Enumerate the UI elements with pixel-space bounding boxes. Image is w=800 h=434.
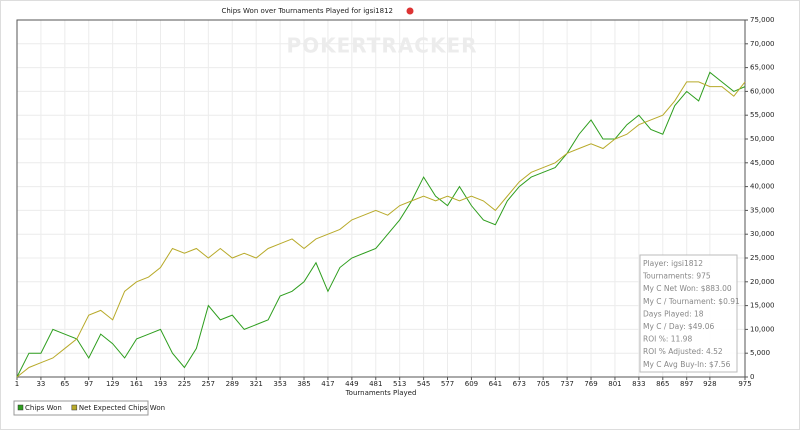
x-tick-label: 33 bbox=[36, 380, 45, 388]
x-tick-label: 928 bbox=[703, 380, 716, 388]
x-tick-label: 769 bbox=[584, 380, 597, 388]
y-tick-label: 25,000 bbox=[750, 254, 775, 262]
y-tick-label: 30,000 bbox=[750, 230, 775, 238]
x-tick-label: 97 bbox=[84, 380, 93, 388]
x-tick-label: 417 bbox=[321, 380, 334, 388]
x-tick-label: 513 bbox=[393, 380, 406, 388]
x-axis-label: Tournaments Played bbox=[345, 389, 417, 397]
x-tick-label: 129 bbox=[106, 380, 119, 388]
plot-border bbox=[16, 19, 746, 378]
x-tick-label: 609 bbox=[465, 380, 478, 388]
x-tick-label: 545 bbox=[417, 380, 430, 388]
x-tick-label: 193 bbox=[154, 380, 167, 388]
legend-label: Net Expected Chips Won bbox=[79, 404, 165, 412]
x-tick-label: 353 bbox=[273, 380, 286, 388]
stats-line: ROI % Adjusted: 4.52 bbox=[643, 347, 723, 356]
stats-box bbox=[639, 254, 738, 373]
y-tick-label: 50,000 bbox=[750, 135, 775, 143]
series-line bbox=[16, 81, 746, 378]
x-tick-label: 577 bbox=[441, 380, 454, 388]
stats-line: My C / Day: $49.06 bbox=[643, 322, 714, 331]
stats-line: Tournaments: 975 bbox=[642, 272, 711, 281]
legend-swatch bbox=[17, 404, 24, 411]
stats-line: Player: igsi1812 bbox=[643, 259, 703, 268]
x-tick-label: 1 bbox=[15, 380, 19, 388]
y-tick-label: 60,000 bbox=[750, 87, 775, 95]
x-tick-label: 289 bbox=[226, 380, 239, 388]
series-line bbox=[16, 71, 746, 378]
stats-line: ROI %: 11.98 bbox=[643, 335, 692, 344]
y-tick-label: 65,000 bbox=[750, 64, 775, 72]
legend-label: Chips Won bbox=[25, 404, 62, 412]
y-tick-label: 45,000 bbox=[750, 159, 775, 167]
y-tick-label: 55,000 bbox=[750, 111, 775, 119]
y-tick-label: 20,000 bbox=[750, 278, 775, 286]
y-tick-label: 0 bbox=[750, 373, 754, 381]
watermark: POKERTRACKER bbox=[286, 34, 477, 58]
stats-line: My C Avg Buy-In: $7.56 bbox=[643, 360, 731, 369]
stats-line: My C Net Won: $883.00 bbox=[643, 284, 732, 293]
x-tick-label: 865 bbox=[656, 380, 669, 388]
y-tick-label: 40,000 bbox=[750, 183, 775, 191]
x-tick-label: 481 bbox=[369, 380, 382, 388]
y-tick-label: 15,000 bbox=[750, 302, 775, 310]
x-tick-label: 975 bbox=[738, 380, 751, 388]
x-tick-label: 385 bbox=[297, 380, 310, 388]
x-tick-label: 449 bbox=[345, 380, 358, 388]
y-tick-label: 70,000 bbox=[750, 40, 775, 48]
x-tick-label: 705 bbox=[537, 380, 550, 388]
legend-box bbox=[13, 400, 149, 416]
stats-line: My C / Tournament: $0.91 bbox=[643, 297, 740, 306]
y-tick-label: 10,000 bbox=[750, 325, 775, 333]
x-tick-label: 257 bbox=[202, 380, 215, 388]
chart-title: Chips Won over Tournaments Played for ig… bbox=[221, 7, 393, 15]
x-tick-label: 225 bbox=[178, 380, 191, 388]
y-tick-label: 5,000 bbox=[750, 349, 770, 357]
x-tick-label: 801 bbox=[608, 380, 621, 388]
y-tick-label: 75,000 bbox=[750, 16, 775, 24]
x-tick-label: 65 bbox=[60, 380, 69, 388]
y-tick-label: 35,000 bbox=[750, 206, 775, 214]
player-icon bbox=[406, 7, 414, 15]
x-tick-label: 897 bbox=[680, 380, 693, 388]
legend-swatch bbox=[71, 404, 78, 411]
stats-line: Days Played: 18 bbox=[643, 309, 704, 318]
x-tick-label: 321 bbox=[249, 380, 262, 388]
x-tick-label: 673 bbox=[513, 380, 526, 388]
x-tick-label: 737 bbox=[560, 380, 573, 388]
x-tick-label: 641 bbox=[489, 380, 502, 388]
x-tick-label: 833 bbox=[632, 380, 645, 388]
x-tick-label: 161 bbox=[130, 380, 143, 388]
